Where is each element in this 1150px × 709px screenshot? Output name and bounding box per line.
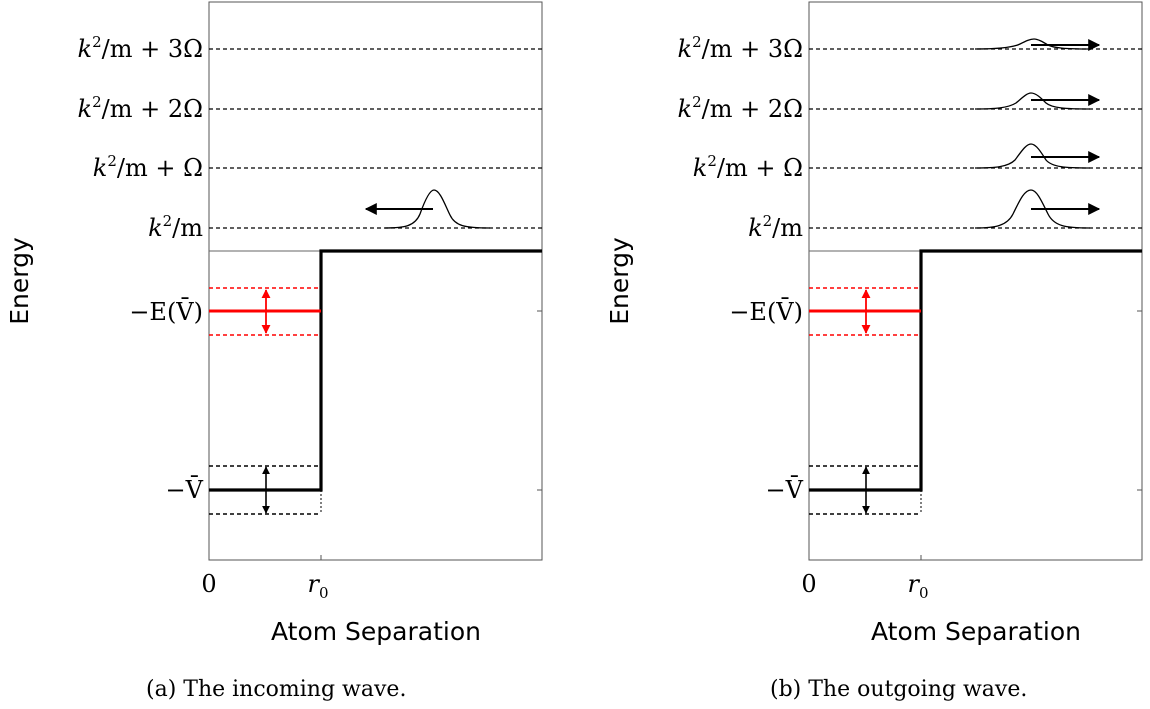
wave-packet-3: [974, 38, 1091, 50]
potential-step: [209, 249, 542, 492]
level-label-3: k2/m + 3Ω: [78, 33, 203, 63]
level-label-0: k2/m: [148, 212, 203, 242]
caption: (a) The incoming wave.: [146, 677, 406, 702]
outgoing-arrows: [1031, 39, 1101, 215]
incoming-wave-packet: [364, 189, 491, 229]
well-depth-label: −V̄: [166, 476, 204, 504]
plot-frame: [208, 1, 543, 561]
wave-packet-0: [974, 189, 1091, 229]
continuum-levels: [209, 48, 542, 229]
wave-packet-1: [974, 143, 1091, 169]
plot-frame: [808, 1, 1143, 561]
well-modulation: [209, 465, 322, 515]
bound-energy-label: −E(V̄): [729, 298, 803, 326]
level-label-1: k2/m + Ω: [693, 152, 803, 182]
well-modulation: [809, 465, 922, 515]
x-tick-r0: r0: [307, 570, 328, 602]
x-axis-label: Atom Separation: [871, 617, 1081, 646]
level-label-2: k2/m + 2Ω: [78, 93, 203, 123]
bound-state: [809, 287, 921, 336]
continuum-levels: [809, 48, 1142, 229]
x-tick-r0: r0: [907, 570, 928, 602]
outgoing-wave-packets: [974, 38, 1091, 229]
panel-a: k2/m + 3Ω k2/m + 2Ω k2/m + Ω k2/m −E(V̄)…: [5, 1, 543, 702]
level-label-2: k2/m + 2Ω: [678, 93, 803, 123]
y-axis-label: Energy: [605, 237, 634, 325]
panel-b: k2/m + 3Ω k2/m + 2Ω k2/m + Ω k2/m −E(V̄)…: [605, 1, 1143, 702]
bound-energy-label: −E(V̄): [129, 298, 203, 326]
x-tick-zero: 0: [201, 570, 216, 598]
level-label-0: k2/m: [748, 212, 803, 242]
potential-step: [809, 249, 1142, 492]
y-axis-label: Energy: [5, 237, 34, 325]
x-axis-label: Atom Separation: [271, 617, 481, 646]
level-label-3: k2/m + 3Ω: [678, 33, 803, 63]
well-depth-label: −V̄: [766, 476, 804, 504]
x-tick-zero: 0: [801, 570, 816, 598]
caption: (b) The outgoing wave.: [770, 677, 1027, 702]
bound-state: [209, 287, 321, 336]
level-label-1: k2/m + Ω: [93, 152, 203, 182]
wave-packet-2: [974, 92, 1091, 110]
